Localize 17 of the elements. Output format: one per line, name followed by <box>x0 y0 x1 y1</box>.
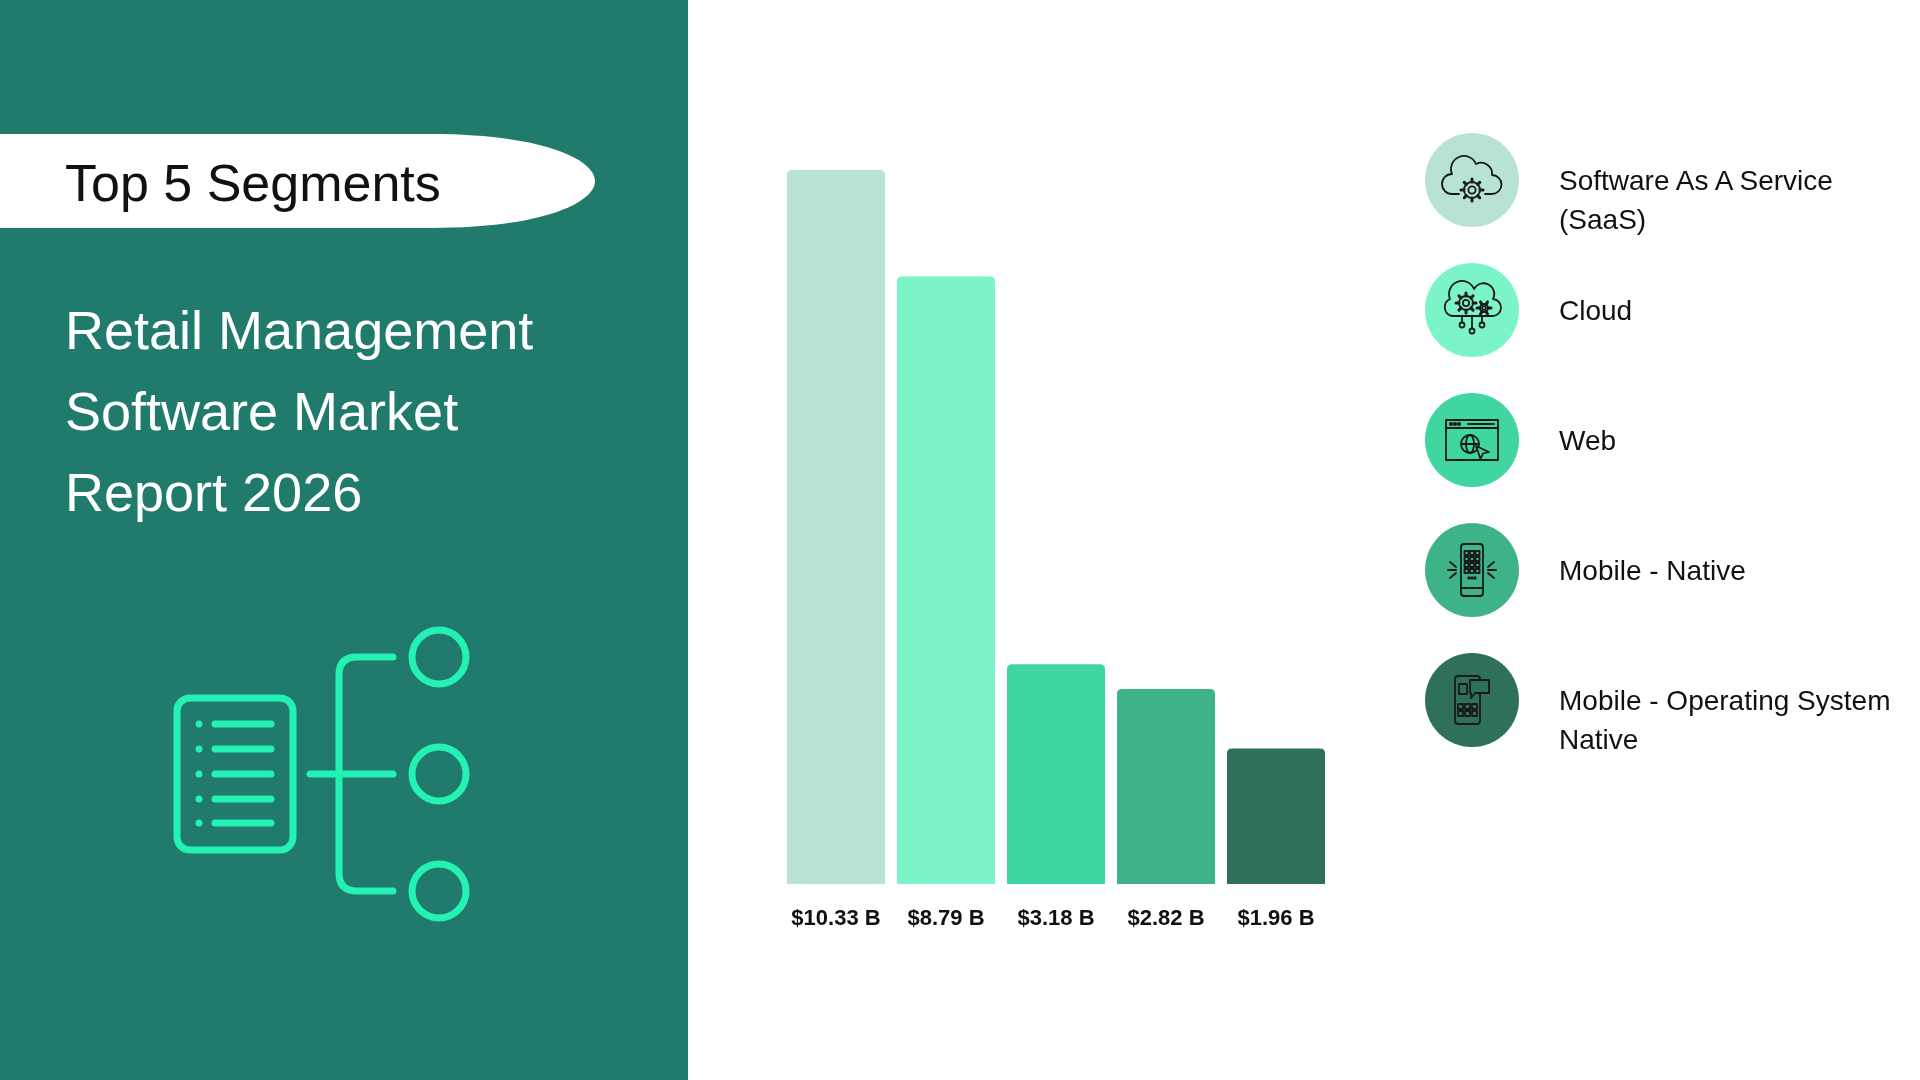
text: Mobile - Native <box>1559 554 1746 586</box>
bar <box>897 276 996 884</box>
text: Mobile - Operating System Native <box>1559 684 1891 755</box>
data-label: $2.82 B <box>1127 905 1205 930</box>
text: Retail Management Software Market Report 2026 <box>65 300 534 522</box>
text: Cloud <box>1559 294 1633 326</box>
data-label: $8.79 B <box>907 905 985 930</box>
data-label: $10.33 B <box>791 905 881 930</box>
text: Top 5 Segments <box>65 154 441 212</box>
text: Software As A Service (SaaS) <box>1559 164 1833 235</box>
text: Web <box>1559 424 1617 456</box>
bar <box>1007 664 1106 884</box>
bar <box>1226 748 1326 884</box>
bar <box>1116 689 1215 884</box>
bar <box>787 170 886 884</box>
data-label: $3.18 B <box>1017 905 1095 930</box>
data-label: $1.96 B <box>1237 905 1315 930</box>
